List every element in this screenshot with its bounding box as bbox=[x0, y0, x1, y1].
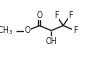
Text: CH$_3$: CH$_3$ bbox=[0, 24, 13, 37]
Text: F: F bbox=[73, 26, 77, 35]
Text: O: O bbox=[25, 26, 30, 35]
Text: F: F bbox=[54, 11, 58, 20]
Text: O: O bbox=[36, 11, 42, 20]
Text: F: F bbox=[68, 11, 73, 20]
Text: OH: OH bbox=[45, 37, 57, 46]
